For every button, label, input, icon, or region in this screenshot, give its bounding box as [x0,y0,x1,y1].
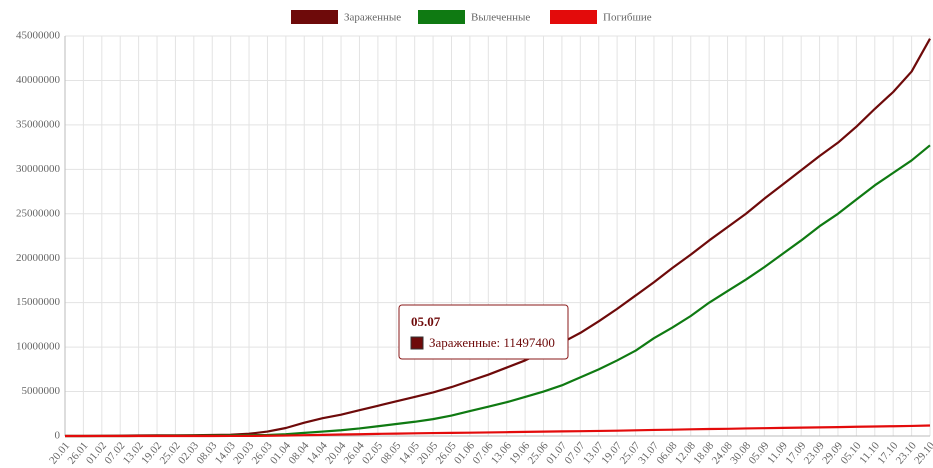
legend-swatch [418,10,465,24]
legend-swatch [291,10,338,24]
x-tick-label: 29.10 [912,439,933,466]
tooltip-swatch [410,336,424,350]
lines [64,38,931,438]
legend-label: Зараженные [344,12,401,24]
x-tick-label: 05.10 [839,439,864,466]
y-tick-label: 30000000 [16,163,61,175]
legend-label: Погибшие [603,12,652,24]
legend: Зараженные Вылеченные Погибшие [291,10,652,24]
tooltip-text: Зараженные: 11497400 [429,335,555,350]
y-tick-label: 5000000 [22,385,61,397]
y-tick-label: 45000000 [16,30,61,42]
y-tick-label: 35000000 [16,118,61,130]
tooltip-box [398,304,569,360]
x-tick-label: 05.09 [746,439,771,466]
legend-label: Вылеченные [471,12,530,24]
series-line [65,424,931,438]
legend-swatch [550,10,597,24]
labels: 0 5000000 10000000 15000000 20000000 25000000… [16,30,933,467]
y-tick-label: 40000000 [16,74,61,86]
series-line [64,38,931,438]
y-tick-label: 15000000 [16,296,61,308]
tooltip: 05.07 Зараженные: 11497400 [398,304,569,360]
y-tick-label: 20000000 [16,252,61,264]
y-tick-label: 0 [55,430,61,442]
series-line [65,144,931,438]
y-tick-label: 10000000 [16,341,61,353]
y-tick-label: 25000000 [16,207,61,219]
tooltip-title: 05.07 [411,314,441,329]
grid [64,35,931,437]
